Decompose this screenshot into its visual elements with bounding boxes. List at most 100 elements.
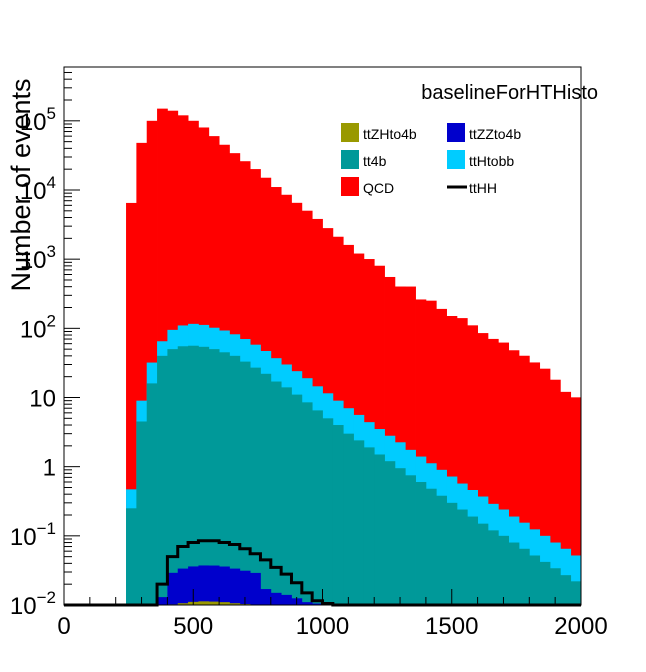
bar-ttzzto4b (177, 568, 189, 605)
bar-tt4b (560, 575, 572, 605)
bar-tt4b (157, 355, 168, 605)
bar-ttzhto4b (229, 603, 241, 605)
bar-qcd (560, 391, 572, 605)
x-tick-label: 0 (57, 613, 70, 640)
bar-qcd (498, 342, 510, 605)
bar-qcd (136, 142, 148, 605)
legend-swatch-tt4b (341, 150, 359, 169)
stacked-bars (126, 108, 582, 606)
bar-tt4b (508, 542, 520, 605)
bar-ttzzto4b (157, 597, 168, 605)
bar-tt4b (549, 568, 561, 605)
bar-qcd (405, 286, 416, 605)
y-tick-label: 10−1 (10, 519, 56, 551)
bar-tt4b (394, 468, 406, 605)
legend-label-qcd: QCD (363, 180, 394, 196)
bar-tt4b (219, 352, 230, 605)
legend-swatch-ttzhto4b (341, 123, 359, 142)
bar-tt4b (539, 561, 551, 605)
bar-tt4b (363, 447, 375, 605)
bar-ttzzto4b (301, 602, 313, 605)
bar-qcd (467, 325, 478, 605)
y-tick-label: 102 (20, 311, 56, 343)
legend-swatch-ttzzto4b (447, 123, 465, 142)
y-tick-label: 103 (20, 242, 56, 274)
legend: ttZHto4b ttZZto4b tt4b ttHtobb QCD ttHH (341, 123, 521, 196)
bar-tt4b (126, 508, 137, 605)
bar-tt4b (456, 509, 468, 605)
bar-tt4b (177, 346, 189, 605)
bar-ttzzto4b (167, 572, 179, 605)
bar-ttzzto4b (239, 570, 251, 605)
bar-tt4b (146, 383, 158, 605)
bar-ttzzto4b (260, 589, 272, 605)
bar-tt4b (239, 361, 251, 605)
bar-tt4b (487, 530, 499, 605)
bar-tt4b (332, 425, 344, 605)
bar-tt4b (570, 581, 582, 605)
bar-tt4b (529, 555, 541, 605)
bar-tt4b (301, 402, 313, 605)
legend-label-tthtobb: ttHtobb (469, 153, 514, 169)
bar-qcd (446, 316, 458, 605)
bar-tt4b (415, 482, 427, 605)
y-tick-label: 10−2 (10, 588, 56, 620)
bar-tt4b (384, 461, 396, 605)
bar-tt4b (425, 488, 437, 605)
bar-tt4b (436, 495, 447, 605)
bar-tt4b (343, 433, 354, 605)
bar-ttzzto4b (198, 565, 210, 605)
bar-tt4b (322, 418, 334, 605)
bar-qcd (508, 350, 520, 605)
bar-tt4b (312, 410, 323, 605)
y-tick-label: 1 (43, 455, 56, 482)
bar-tt4b (260, 373, 272, 605)
bar-tt4b (405, 475, 416, 605)
y-tick-label: 105 (20, 104, 56, 136)
bar-tt4b (477, 523, 489, 605)
bar-ttzzto4b (281, 594, 292, 605)
x-tick-label: 1000 (296, 613, 349, 640)
bar-ttzhto4b (177, 603, 189, 605)
chart-title: baselineForHTHisto (421, 82, 598, 104)
y-axis-label: Number of events (6, 78, 36, 291)
bar-tt4b (353, 440, 365, 605)
bar-tt4b (250, 367, 261, 605)
bar-tt4b (467, 516, 478, 605)
bar-qcd (549, 379, 561, 605)
bar-qcd (477, 333, 489, 605)
bar-qcd (425, 300, 437, 605)
bar-qcd (570, 397, 582, 605)
bar-tthtobb (570, 555, 582, 605)
legend-swatch-tthtobb (447, 150, 465, 169)
bar-tt4b (446, 502, 458, 605)
x-tick-label: 500 (173, 613, 213, 640)
bar-ttzzto4b (219, 566, 230, 605)
bar-ttzzto4b (229, 568, 241, 605)
bar-qcd (436, 308, 447, 605)
bar-ttzzto4b (312, 603, 323, 605)
y-tick-label: 104 (20, 173, 56, 205)
bar-tt4b (518, 548, 530, 605)
bar-tt4b (229, 355, 241, 605)
bar-tt4b (188, 345, 199, 605)
bar-ttzhto4b (219, 602, 230, 605)
legend-label-ttzzto4b: ttZZto4b (469, 126, 521, 142)
bar-tt4b (374, 454, 385, 605)
bar-ttzzto4b (188, 566, 199, 605)
axes: 0 500 1000 1500 2000 10−2 10−1 1 10 102 103 104 105 (10, 66, 608, 640)
legend-label-tthh: ttHH (469, 180, 497, 196)
x-tick-label: 1500 (425, 613, 478, 640)
bar-tt4b (281, 387, 292, 605)
legend-label-tt4b: tt4b (363, 153, 387, 169)
bar-qcd (529, 362, 541, 605)
bar-qcd (518, 355, 530, 605)
bar-qcd (126, 202, 137, 605)
bar-ttzhto4b (208, 601, 220, 605)
bar-ttzzto4b (208, 565, 220, 605)
bar-tt4b (198, 346, 210, 605)
bar-tt4b (498, 535, 510, 605)
bar-ttzzto4b (250, 572, 261, 605)
bar-qcd (539, 368, 551, 605)
